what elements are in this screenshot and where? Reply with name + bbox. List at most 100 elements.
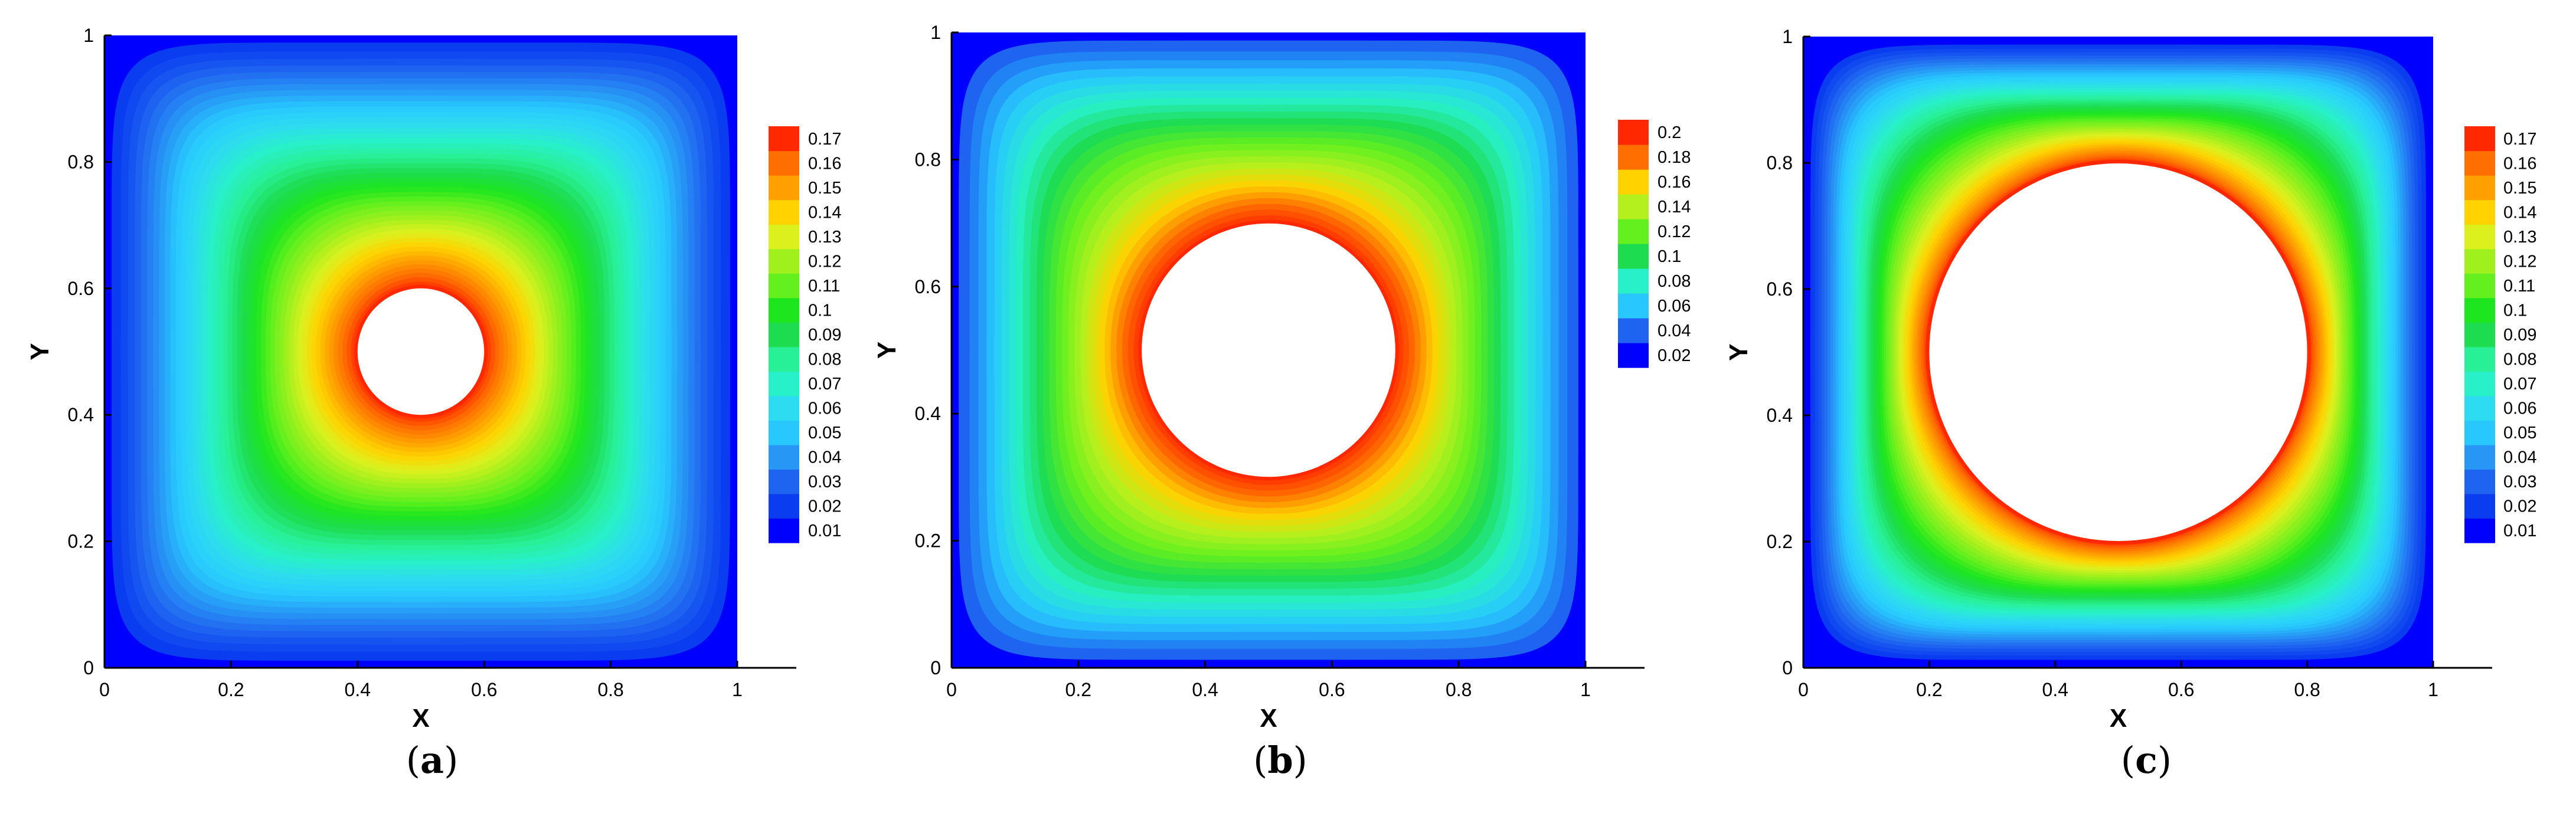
colorbar-swatch bbox=[769, 199, 799, 225]
colorbar-level-label: 0.1 bbox=[1658, 247, 1681, 266]
colorbar-swatch bbox=[769, 175, 799, 201]
colorbar-swatch bbox=[769, 224, 799, 250]
colorbar-level-label: 0.12 bbox=[1658, 222, 1691, 241]
colorbar-swatch bbox=[2464, 469, 2495, 494]
caption-close-paren: ) bbox=[2157, 739, 2172, 782]
colorbar-level-label: 0.02 bbox=[808, 497, 841, 516]
panel-c-caption: (c) bbox=[2081, 739, 2211, 782]
colorbar-swatch bbox=[1618, 169, 1649, 195]
y-tick-label: 0.6 bbox=[1767, 278, 1793, 300]
colorbar-swatch bbox=[769, 297, 799, 323]
y-tick-label: 0 bbox=[83, 657, 94, 678]
x-tick-label: 1 bbox=[732, 679, 743, 700]
colorbar-swatch bbox=[1618, 268, 1649, 294]
colorbar-swatch bbox=[1618, 318, 1649, 343]
caption-close-paren: ) bbox=[1293, 739, 1307, 782]
colorbar-swatch bbox=[769, 346, 799, 372]
colorbar-legend: 0.01 0.02 0.03 0.04 0.05 0.06 0.07 0.08 0.09 0.1 0… bbox=[2464, 126, 2536, 543]
colorbar-swatch bbox=[769, 248, 799, 274]
colorbar-level-label: 0.07 bbox=[808, 375, 841, 394]
colorbar-level-label: 0.04 bbox=[808, 448, 841, 467]
colorbar-swatch bbox=[1618, 219, 1649, 244]
cylinder-hole bbox=[1929, 163, 2307, 542]
colorbar-level-label: 0.12 bbox=[2503, 252, 2536, 271]
colorbar-level-label: 0.03 bbox=[808, 473, 841, 491]
x-tick-label: 0 bbox=[1798, 679, 1809, 700]
colorbar-level-label: 0.05 bbox=[2503, 424, 2536, 442]
colorbar-level-label: 0.11 bbox=[2503, 277, 2535, 296]
colorbar-level-label: 0.1 bbox=[808, 301, 832, 320]
caption-letter: b bbox=[1267, 739, 1293, 782]
colorbar-swatch bbox=[769, 469, 799, 494]
x-axis-title: X bbox=[412, 704, 429, 733]
colorbar-swatch bbox=[1618, 120, 1649, 145]
colorbar-level-label: 0.13 bbox=[2503, 228, 2536, 247]
y-tick-label: 0.2 bbox=[68, 531, 94, 552]
colorbar-swatch bbox=[1618, 293, 1649, 319]
colorbar-swatch bbox=[769, 493, 799, 519]
colorbar-swatch bbox=[2464, 444, 2495, 470]
colorbar-swatch bbox=[2464, 150, 2495, 176]
colorbar-level-label: 0.17 bbox=[808, 130, 841, 149]
colorbar-level-label: 0.16 bbox=[1658, 173, 1691, 192]
x-tick-label: 0.2 bbox=[1065, 679, 1091, 700]
colorbar-swatch bbox=[2464, 395, 2495, 421]
colorbar-level-label: 0.1 bbox=[2503, 301, 2527, 320]
colorbar-level-label: 0.2 bbox=[1658, 123, 1681, 142]
colorbar-level-label: 0.01 bbox=[2503, 522, 2536, 540]
y-tick-label: 0.2 bbox=[915, 530, 941, 552]
colorbar-level-label: 0.15 bbox=[808, 179, 841, 198]
x-tick-label: 0.6 bbox=[2168, 679, 2194, 700]
axes bbox=[103, 35, 796, 669]
colorbar-level-label: 0.06 bbox=[2503, 399, 2536, 418]
y-tick-label: 0.8 bbox=[915, 149, 941, 170]
x-tick-label: 0.4 bbox=[345, 679, 371, 700]
colorbar-level-label: 0.14 bbox=[2503, 203, 2536, 222]
colorbar-swatch bbox=[2464, 322, 2495, 347]
axes bbox=[950, 32, 1645, 669]
panel-b-caption: (b) bbox=[1215, 739, 1345, 782]
y-tick-label: 0.4 bbox=[915, 403, 941, 424]
x-tick-label: 0.4 bbox=[2042, 679, 2068, 700]
colorbar-level-label: 0.08 bbox=[808, 350, 841, 369]
colorbar-level-label: 0.09 bbox=[808, 326, 841, 345]
caption-open-paren: ( bbox=[406, 739, 420, 782]
y-tick-label: 1 bbox=[1782, 26, 1793, 47]
colorbar-level-label: 0.03 bbox=[2503, 473, 2536, 491]
y-tick-label: 1 bbox=[930, 22, 941, 43]
colorbar-level-label: 0.14 bbox=[1658, 198, 1691, 217]
colorbar-level-label: 0.15 bbox=[2503, 179, 2536, 198]
colorbar-level-label: 0.07 bbox=[2503, 375, 2536, 394]
colorbar-swatch bbox=[1618, 145, 1649, 170]
colorbar-level-label: 0.11 bbox=[808, 277, 840, 296]
colorbar-level-label: 0.08 bbox=[2503, 350, 2536, 369]
colorbar-swatch bbox=[2464, 493, 2495, 519]
y-tick-label: 0.8 bbox=[1767, 152, 1793, 173]
colorbar-swatch bbox=[2464, 420, 2495, 445]
y-tick-label: 0.2 bbox=[1767, 531, 1793, 552]
colorbar-level-label: 0.12 bbox=[808, 252, 841, 271]
colorbar-level-label: 0.02 bbox=[1658, 346, 1691, 365]
cylinder-hole bbox=[357, 288, 485, 415]
colorbar-swatch bbox=[1618, 194, 1649, 219]
colorbar-swatch bbox=[2464, 224, 2495, 250]
x-tick-label: 0.4 bbox=[1192, 679, 1218, 700]
colorbar-level-label: 0.06 bbox=[808, 399, 841, 418]
colorbar-swatch bbox=[2464, 371, 2495, 396]
y-tick-label: 0.4 bbox=[68, 404, 94, 425]
x-tick-label: 0 bbox=[946, 679, 957, 700]
colorbar-swatch bbox=[769, 518, 799, 543]
colorbar-level-label: 0.04 bbox=[1658, 322, 1691, 340]
caption-open-paren: ( bbox=[1253, 739, 1268, 782]
colorbar-legend: 0.02 0.04 0.06 0.08 0.1 0.12 0.14 0.16 0.18 0.2 bbox=[1618, 120, 1691, 368]
colorbar-swatch bbox=[2464, 518, 2495, 543]
y-tick-label: 0.4 bbox=[1767, 405, 1793, 426]
y-tick-label: 0.6 bbox=[68, 278, 94, 299]
y-tick-label: 0 bbox=[930, 657, 941, 678]
colorbar-level-label: 0.16 bbox=[808, 154, 841, 173]
colorbar-swatch bbox=[2464, 297, 2495, 323]
x-axis-title: X bbox=[2110, 704, 2127, 733]
y-axis-title: Y bbox=[872, 342, 901, 359]
